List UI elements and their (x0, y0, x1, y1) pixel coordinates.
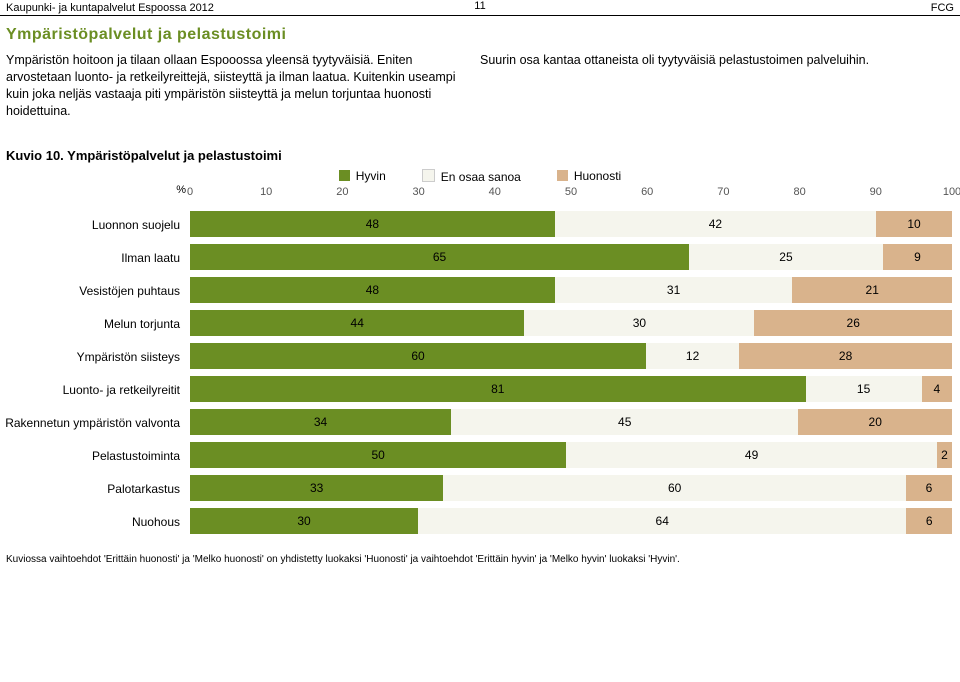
axis-tick: 20 (336, 186, 348, 198)
axis-tick: 70 (717, 186, 729, 198)
chart-rows: Luonnon suojelu484210Ilman laatu65259Ves… (190, 211, 952, 534)
chart-row: 30646 (190, 508, 952, 534)
bar-segment: 44 (190, 310, 524, 336)
chart-row: 344520 (190, 409, 952, 435)
stacked-bar: 65259 (190, 244, 952, 270)
chart-row: 601228 (190, 343, 952, 369)
axis-tick: 80 (793, 186, 805, 198)
bar-segment: 6 (906, 508, 952, 534)
row-label: Ilman laatu (0, 244, 180, 270)
bar-segment: 30 (524, 310, 754, 336)
bar-segment: 30 (190, 508, 418, 534)
stacked-bar: 30646 (190, 508, 952, 534)
bar-segment: 31 (555, 277, 793, 303)
intro-right: Suurin osa kantaa ottaneista oli tyytyvä… (480, 52, 954, 120)
legend-item-bad: Huonosti (557, 169, 621, 184)
bar-segment: 60 (190, 343, 646, 369)
chart-row: 81154 (190, 376, 952, 402)
x-axis: 0102030405060708090100 (190, 186, 952, 204)
stacked-bar: 33606 (190, 475, 952, 501)
header-bar: Kaupunki- ja kuntapalvelut Espoossa 2012… (0, 0, 960, 16)
chart-row: 443026 (190, 310, 952, 336)
stacked-bar: 484210 (190, 211, 952, 237)
row-label: Melun torjunta (0, 310, 180, 336)
bar-segment: 15 (806, 376, 922, 402)
legend-swatch-neutral (422, 169, 435, 182)
stacked-bar: 483121 (190, 277, 952, 303)
axis-unit: % (176, 184, 186, 196)
legend-label-bad: Huonosti (574, 169, 621, 183)
bar-segment: 25 (689, 244, 883, 270)
intro-left: Ympäristön hoitoon ja tilaan ollaan Espo… (6, 52, 480, 120)
row-label: Nuohous (0, 508, 180, 534)
row-label: Luonnon suojelu (0, 211, 180, 237)
bar-segment: 49 (566, 442, 937, 468)
axis-tick: 30 (412, 186, 424, 198)
stacked-bar: 601228 (190, 343, 952, 369)
legend-item-neutral: En osaa sanoa (422, 169, 521, 184)
chart-title: Kuvio 10. Ympäristöpalvelut ja pelastust… (6, 148, 960, 163)
chart-row: 483121 (190, 277, 952, 303)
row-label: Pelastustoiminta (0, 442, 180, 468)
axis-tick: 0 (187, 186, 193, 198)
bar-segment: 45 (451, 409, 798, 435)
bar-segment: 81 (190, 376, 806, 402)
bar-segment: 50 (190, 442, 566, 468)
legend-item-good: Hyvin (339, 169, 386, 184)
chart-row: 484210 (190, 211, 952, 237)
bar-segment: 60 (443, 475, 906, 501)
legend-swatch-good (339, 170, 350, 181)
row-label: Rakennetun ympäristön valvonta (0, 409, 180, 435)
row-label: Vesistöjen puhtaus (0, 277, 180, 303)
bar-segment: 34 (190, 409, 451, 435)
axis-tick: 100 (943, 186, 960, 198)
axis-tick: 60 (641, 186, 653, 198)
legend-label-neutral: En osaa sanoa (441, 170, 521, 184)
bar-segment: 6 (906, 475, 952, 501)
row-label: Luonto- ja retkeilyreitit (0, 376, 180, 402)
footnote: Kuviossa vaihtoehdot 'Erittäin huonosti'… (6, 554, 954, 565)
bar-segment: 48 (190, 277, 555, 303)
header-page-number: 11 (474, 0, 485, 12)
stacked-bar: 344520 (190, 409, 952, 435)
chart-legend: Hyvin En osaa sanoa Huonosti (0, 169, 960, 184)
row-label: Palotarkastus (0, 475, 180, 501)
bar-segment: 21 (792, 277, 952, 303)
stacked-bar: 50492 (190, 442, 952, 468)
bar-segment: 26 (754, 310, 952, 336)
axis-tick: 10 (260, 186, 272, 198)
bar-segment: 42 (555, 211, 876, 237)
bar-segment: 65 (190, 244, 689, 270)
axis-tick: 50 (565, 186, 577, 198)
axis-tick: 40 (489, 186, 501, 198)
bar-segment: 10 (876, 211, 952, 237)
row-label: Ympäristön siisteys (0, 343, 180, 369)
chart-row: 65259 (190, 244, 952, 270)
intro-columns: Ympäristön hoitoon ja tilaan ollaan Espo… (0, 52, 960, 120)
axis-tick: 90 (870, 186, 882, 198)
bar-segment: 12 (646, 343, 739, 369)
chart-row: 33606 (190, 475, 952, 501)
bar-segment: 48 (190, 211, 555, 237)
section-title: Ympäristöpalvelut ja pelastustoimi (6, 26, 960, 44)
bar-segment: 28 (739, 343, 952, 369)
bar-segment: 64 (418, 508, 906, 534)
legend-swatch-bad (557, 170, 568, 181)
bar-segment: 4 (922, 376, 952, 402)
chart-row: 50492 (190, 442, 952, 468)
legend-label-good: Hyvin (356, 169, 386, 183)
header-right: FCG (931, 2, 954, 14)
stacked-bar: 81154 (190, 376, 952, 402)
bar-segment: 9 (883, 244, 952, 270)
stacked-bar: 443026 (190, 310, 952, 336)
bar-segment: 2 (937, 442, 952, 468)
chart: % 0102030405060708090100 Luonnon suojelu… (190, 186, 952, 534)
bar-segment: 33 (190, 475, 443, 501)
header-left: Kaupunki- ja kuntapalvelut Espoossa 2012 (6, 2, 214, 14)
bar-segment: 20 (798, 409, 952, 435)
